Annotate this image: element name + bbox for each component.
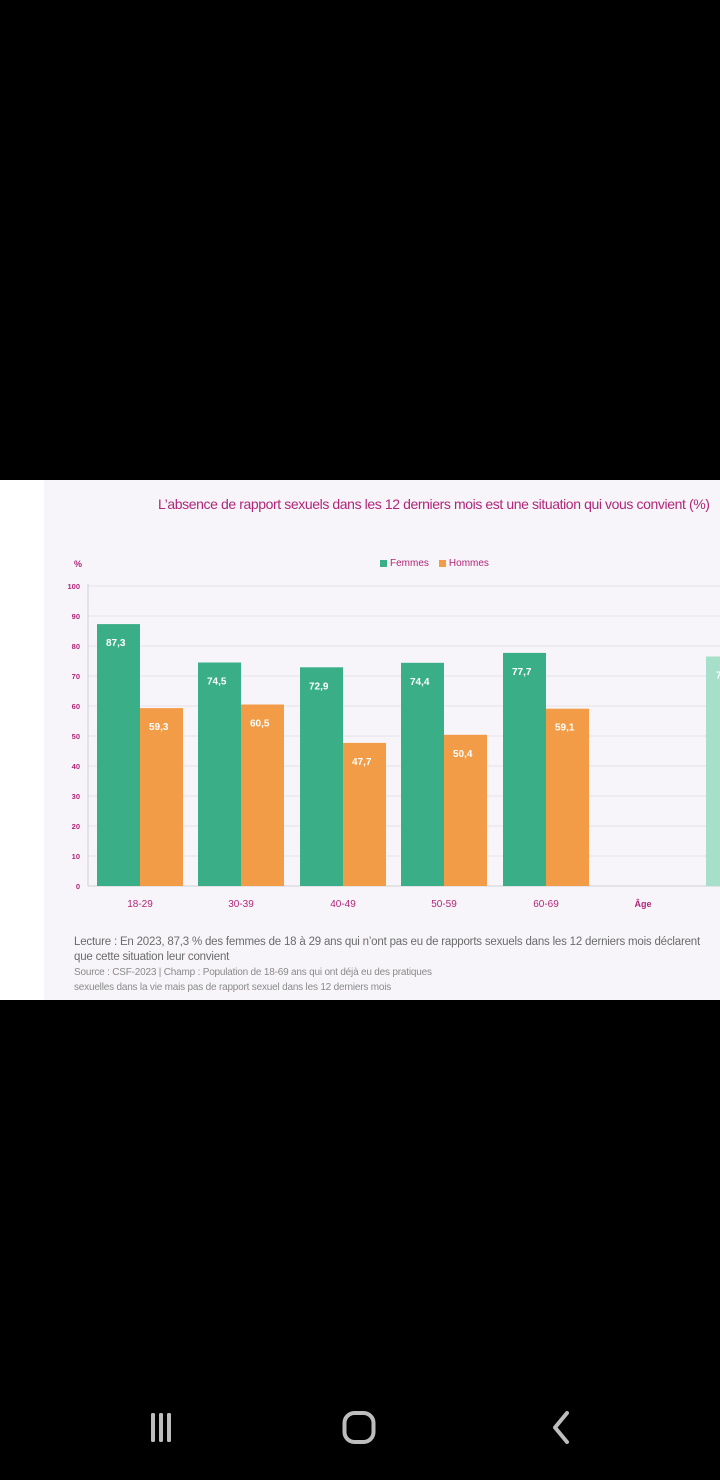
y-tick-label: 30 (72, 792, 80, 801)
recent-apps-button[interactable] (130, 1398, 190, 1458)
legend-label-femmes: Femmes (390, 558, 429, 569)
y-tick-label: 0 (76, 882, 80, 891)
y-tick-label: 10 (72, 852, 80, 861)
back-button[interactable] (533, 1398, 593, 1458)
x-tick-label: 60-69 (533, 899, 559, 910)
bar-value-label: 50,4 (453, 749, 473, 760)
legend-label-hommes: Hommes (448, 558, 489, 569)
home-button[interactable] (330, 1398, 390, 1458)
android-nav-bar (0, 1380, 720, 1480)
bar-femmes (503, 652, 546, 886)
bar-femmes (300, 667, 343, 886)
bar-value-label: 77,7 (512, 667, 532, 678)
bar-value-label: 72,9 (309, 681, 329, 692)
legend-item-hommes: Hommes (438, 558, 489, 569)
bar-value-label: 59,1 (555, 723, 575, 734)
bar-femmes (97, 624, 140, 886)
x-tick-label: 40-49 (330, 899, 356, 910)
chart-title: L’absence de rapport sexuels dans les 12… (158, 496, 710, 512)
back-icon (553, 1411, 569, 1444)
y-tick-label: 40 (72, 762, 80, 771)
home-icon (342, 1411, 376, 1444)
bar-partial (706, 656, 720, 886)
bar-value-label: 74,5 (207, 677, 227, 688)
bar-hommes (444, 734, 487, 886)
bar-chart: 0 10 20 30 40 50 60 70 80 90 100% 87,3 59,3 18-29 74,5… (67, 559, 720, 910)
legend-swatch-femmes (380, 560, 387, 567)
bar-value-label: 74,4 (410, 677, 430, 688)
x-axis-label: Âge (634, 898, 651, 909)
x-tick-label: 30-39 (228, 899, 254, 910)
y-tick-label: 70 (72, 672, 80, 681)
bar-partial-label: 7 (716, 671, 720, 682)
source-line-1: Source : CSF-2023 | Champ : Population d… (74, 967, 432, 978)
bar-hommes (140, 708, 183, 886)
y-tick-label: 80 (72, 642, 80, 651)
recent-apps-icon (151, 1413, 171, 1442)
bar-hommes (546, 708, 589, 886)
x-tick-label: 18-29 (127, 899, 153, 910)
y-tick-label: 60 (72, 702, 80, 711)
y-axis-label: % (74, 559, 82, 569)
bar-femmes (198, 662, 241, 886)
lecture-note: Lecture : En 2023, 87,3 % des femmes de … (74, 936, 700, 963)
legend: Femmes Hommes (380, 558, 489, 569)
bar-hommes (343, 742, 386, 886)
y-tick-label: 50 (72, 732, 80, 741)
bar-value-label: 59,3 (149, 722, 169, 733)
bar-value-label: 47,7 (352, 757, 372, 768)
y-tick-label: 90 (72, 612, 80, 621)
chart-notes: Lecture : En 2023, 87,3 % des femmes de … (74, 935, 714, 995)
legend-swatch-hommes (438, 560, 446, 567)
source-line-2: sexuelles dans la vie mais pas de rappor… (74, 982, 392, 993)
chart-panel: L’absence de rapport sexuels dans les 12… (0, 480, 720, 1000)
x-tick-label: 50-59 (431, 899, 457, 910)
bar-value-label: 87,3 (106, 638, 126, 649)
bar-value-label: 60,5 (250, 719, 270, 730)
y-tick-label: 20 (72, 822, 80, 831)
legend-item-femmes: Femmes (380, 558, 429, 569)
bar-femmes (401, 662, 444, 886)
y-tick-label: 100 (67, 582, 80, 591)
bar-hommes (241, 704, 284, 886)
